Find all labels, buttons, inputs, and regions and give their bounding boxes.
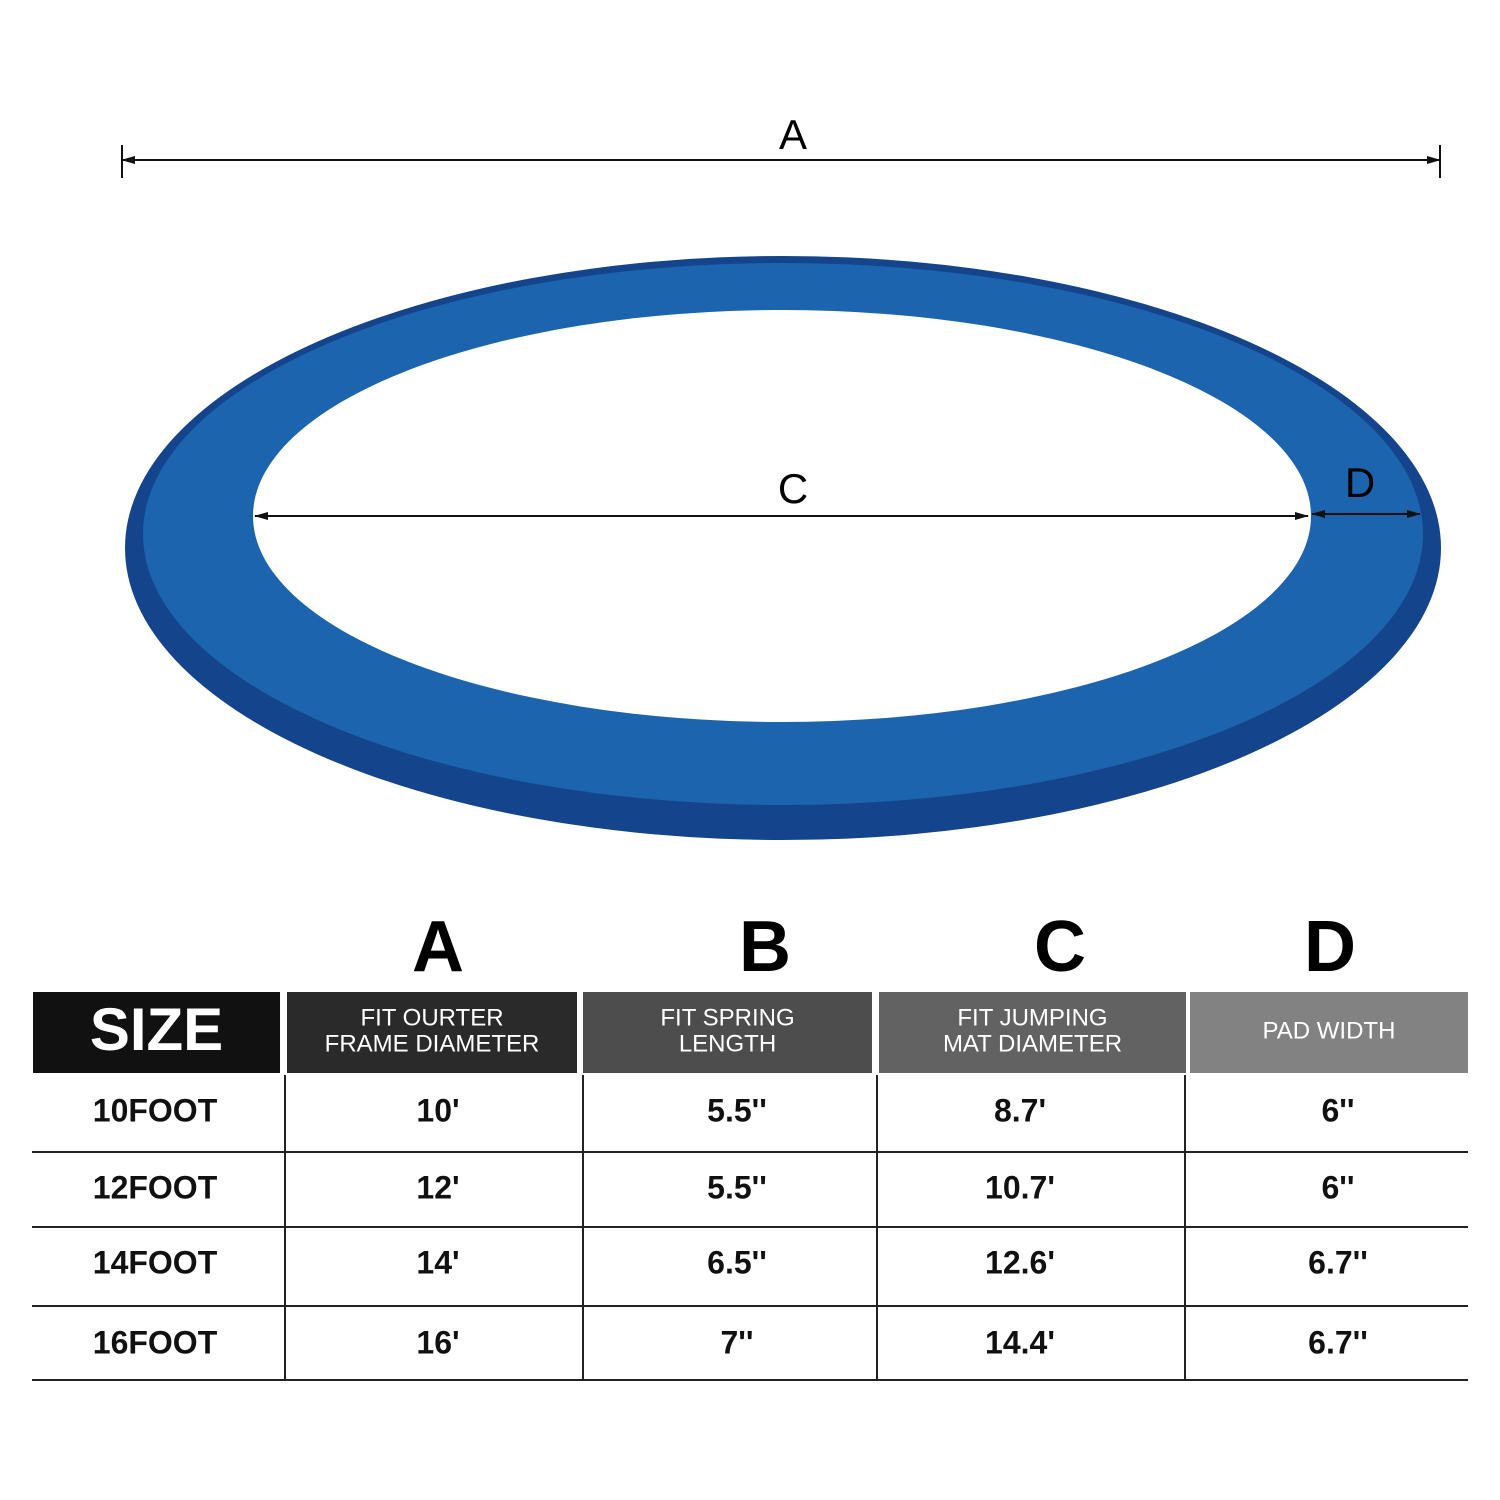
- label-c: C: [778, 465, 808, 512]
- value-cell: 6.5'': [707, 1244, 767, 1280]
- value-cell: 6'': [1321, 1092, 1354, 1128]
- header-cell: [1190, 992, 1468, 1073]
- value-cell: 6'': [1321, 1169, 1354, 1205]
- header-text: FRAME DIAMETER: [325, 1030, 540, 1057]
- size-cell: 14FOOT: [93, 1244, 218, 1280]
- value-cell: 7'': [720, 1324, 753, 1360]
- header-text: MAT DIAMETER: [943, 1030, 1122, 1057]
- size-cell: 16FOOT: [93, 1324, 218, 1360]
- header-text: FIT JUMPING: [957, 1004, 1107, 1031]
- size-cell: 12FOOT: [93, 1169, 218, 1205]
- header-cell: [879, 992, 1186, 1073]
- value-cell: 6.7'': [1308, 1244, 1368, 1280]
- header-text: LENGTH: [679, 1030, 776, 1057]
- column-letter: D: [1304, 907, 1356, 987]
- value-cell: 10.7': [985, 1169, 1055, 1205]
- label-a: A: [779, 111, 807, 158]
- column-letter: A: [412, 907, 464, 987]
- value-cell: 10': [416, 1092, 459, 1128]
- size-cell: 10FOOT: [93, 1092, 218, 1128]
- value-cell: 12': [416, 1169, 459, 1205]
- header-text: FIT SPRING: [660, 1004, 794, 1031]
- header-text: SIZE: [90, 996, 223, 1063]
- value-cell: 14': [416, 1244, 459, 1280]
- ring-diagram: A C D: [121, 111, 1441, 840]
- header-text: FIT OURTER: [360, 1004, 503, 1031]
- value-cell: 14.4': [985, 1324, 1055, 1360]
- header-cell: [287, 992, 577, 1073]
- header-cell: [583, 992, 872, 1073]
- column-letter: C: [1034, 907, 1086, 987]
- value-cell: 6.7'': [1308, 1324, 1368, 1360]
- value-cell: 12.6': [985, 1244, 1055, 1280]
- label-d: D: [1345, 459, 1375, 506]
- column-letter: B: [739, 907, 791, 987]
- value-cell: 5.5'': [707, 1169, 767, 1205]
- header-text: PAD WIDTH: [1263, 1017, 1396, 1044]
- value-cell: 16': [416, 1324, 459, 1360]
- value-cell: 5.5'': [707, 1092, 767, 1128]
- header-cell: [33, 992, 280, 1073]
- value-cell: 8.7': [994, 1092, 1046, 1128]
